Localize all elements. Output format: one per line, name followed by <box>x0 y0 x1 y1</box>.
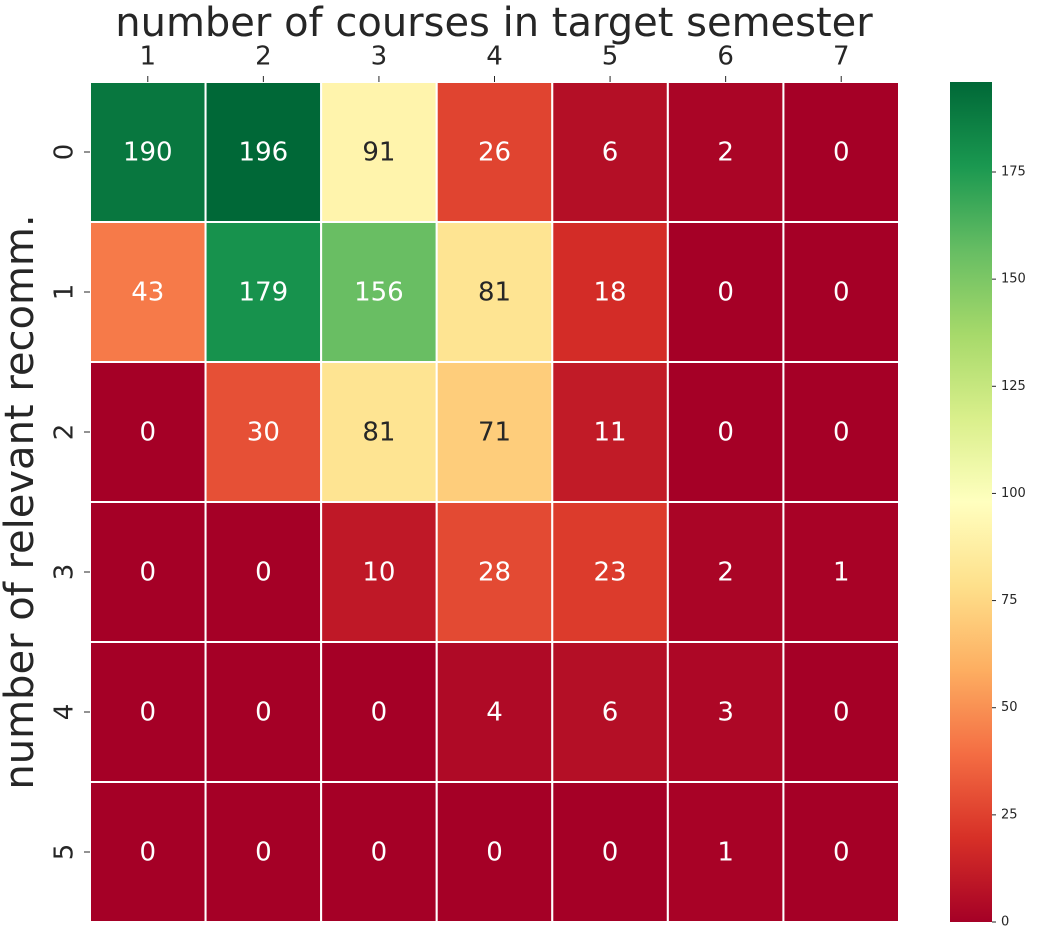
cell-label: 0 <box>140 838 157 868</box>
colorbar-tick-label: 25 <box>1001 807 1018 822</box>
y-tick-label: 2 <box>50 424 80 441</box>
cell-label: 91 <box>362 138 395 168</box>
chart-title: number of courses in target semester <box>115 0 873 46</box>
cell-label: 26 <box>478 138 511 168</box>
cell-label: 0 <box>371 698 388 728</box>
colorbar-tick-label: 50 <box>1001 700 1018 715</box>
cell-label: 6 <box>602 138 619 168</box>
cell <box>89 81 207 223</box>
cell <box>666 361 785 503</box>
cell-label: 0 <box>833 278 850 308</box>
cell-label: 3 <box>717 698 734 728</box>
cell <box>204 81 323 223</box>
cell <box>435 361 554 503</box>
cell <box>320 641 438 783</box>
colorbar-tick-label: 125 <box>1001 379 1026 394</box>
cell-label: 0 <box>371 838 388 868</box>
colorbar-tick-label: 150 <box>1001 272 1026 287</box>
cell <box>435 781 554 923</box>
cell-label: 6 <box>602 698 619 728</box>
y-tick-label: 3 <box>50 564 80 581</box>
colorbar-tick-label: 100 <box>1001 486 1026 501</box>
x-tick-label: 7 <box>833 42 850 72</box>
cell <box>320 361 438 503</box>
cell <box>89 501 207 643</box>
cell-label: 0 <box>717 418 734 448</box>
cell-label: 71 <box>478 418 511 448</box>
x-tick-label: 1 <box>140 42 157 72</box>
cell-label: 0 <box>486 838 503 868</box>
cell-label: 0 <box>833 418 850 448</box>
x-tick-label: 4 <box>486 42 503 72</box>
cell-label: 81 <box>478 278 511 308</box>
cell <box>782 221 901 363</box>
cell-label: 0 <box>833 698 850 728</box>
cell-label: 4 <box>486 698 503 728</box>
y-tick-label: 0 <box>50 144 80 161</box>
cell <box>666 501 785 643</box>
cell <box>666 81 785 223</box>
cell-label: 0 <box>833 138 850 168</box>
cell <box>551 781 669 923</box>
cell-label: 43 <box>131 278 164 308</box>
cell <box>666 781 785 923</box>
cell <box>204 781 323 923</box>
cell-label: 179 <box>239 278 289 308</box>
cell <box>782 781 901 923</box>
cell-label: 2 <box>717 558 734 588</box>
cell-label: 0 <box>833 838 850 868</box>
cell-label: 190 <box>123 138 173 168</box>
cell <box>551 361 669 503</box>
cell-label: 30 <box>247 418 280 448</box>
x-tick-label: 2 <box>255 42 272 72</box>
cell-label: 10 <box>362 558 395 588</box>
cell-label: 0 <box>255 558 272 588</box>
cell-label: 196 <box>239 138 289 168</box>
cell-label: 2 <box>717 138 734 168</box>
y-tick-label: 4 <box>50 704 80 721</box>
cell <box>204 361 323 503</box>
y-tick-label: 5 <box>50 844 80 861</box>
cell-label: 18 <box>594 278 627 308</box>
cell <box>782 361 901 503</box>
cell-label: 0 <box>717 278 734 308</box>
x-tick-label: 6 <box>717 42 734 72</box>
cell <box>204 501 323 643</box>
cell <box>782 501 901 643</box>
colorbar-tick-label: 175 <box>1001 165 1026 180</box>
cell <box>89 641 207 783</box>
cell-label: 0 <box>140 418 157 448</box>
x-tick-label: 3 <box>371 42 388 72</box>
colorbar-tick-label: 75 <box>1001 593 1018 608</box>
y-axis-label: number of relevant recomm. <box>0 214 43 789</box>
colorbar-tick-label: 0 <box>1001 915 1009 930</box>
y-tick-label: 1 <box>50 284 80 301</box>
cell <box>435 81 554 223</box>
cell <box>435 501 554 643</box>
cell-label: 81 <box>362 418 395 448</box>
cell <box>320 221 438 363</box>
cell-label: 156 <box>354 278 404 308</box>
cell <box>320 781 438 923</box>
x-tick-label: 5 <box>602 42 619 72</box>
cell-label: 23 <box>594 558 627 588</box>
cell-label: 0 <box>255 838 272 868</box>
cell-label: 1 <box>717 838 734 868</box>
cell-label: 0 <box>140 558 157 588</box>
cell <box>551 221 669 363</box>
cell-label: 0 <box>140 698 157 728</box>
cell-label: 11 <box>594 418 627 448</box>
cell-label: 0 <box>255 698 272 728</box>
cell-label: 28 <box>478 558 511 588</box>
cell-label: 1 <box>833 558 850 588</box>
colorbar <box>950 82 992 922</box>
cell <box>89 781 207 923</box>
cell-label: 0 <box>602 838 619 868</box>
